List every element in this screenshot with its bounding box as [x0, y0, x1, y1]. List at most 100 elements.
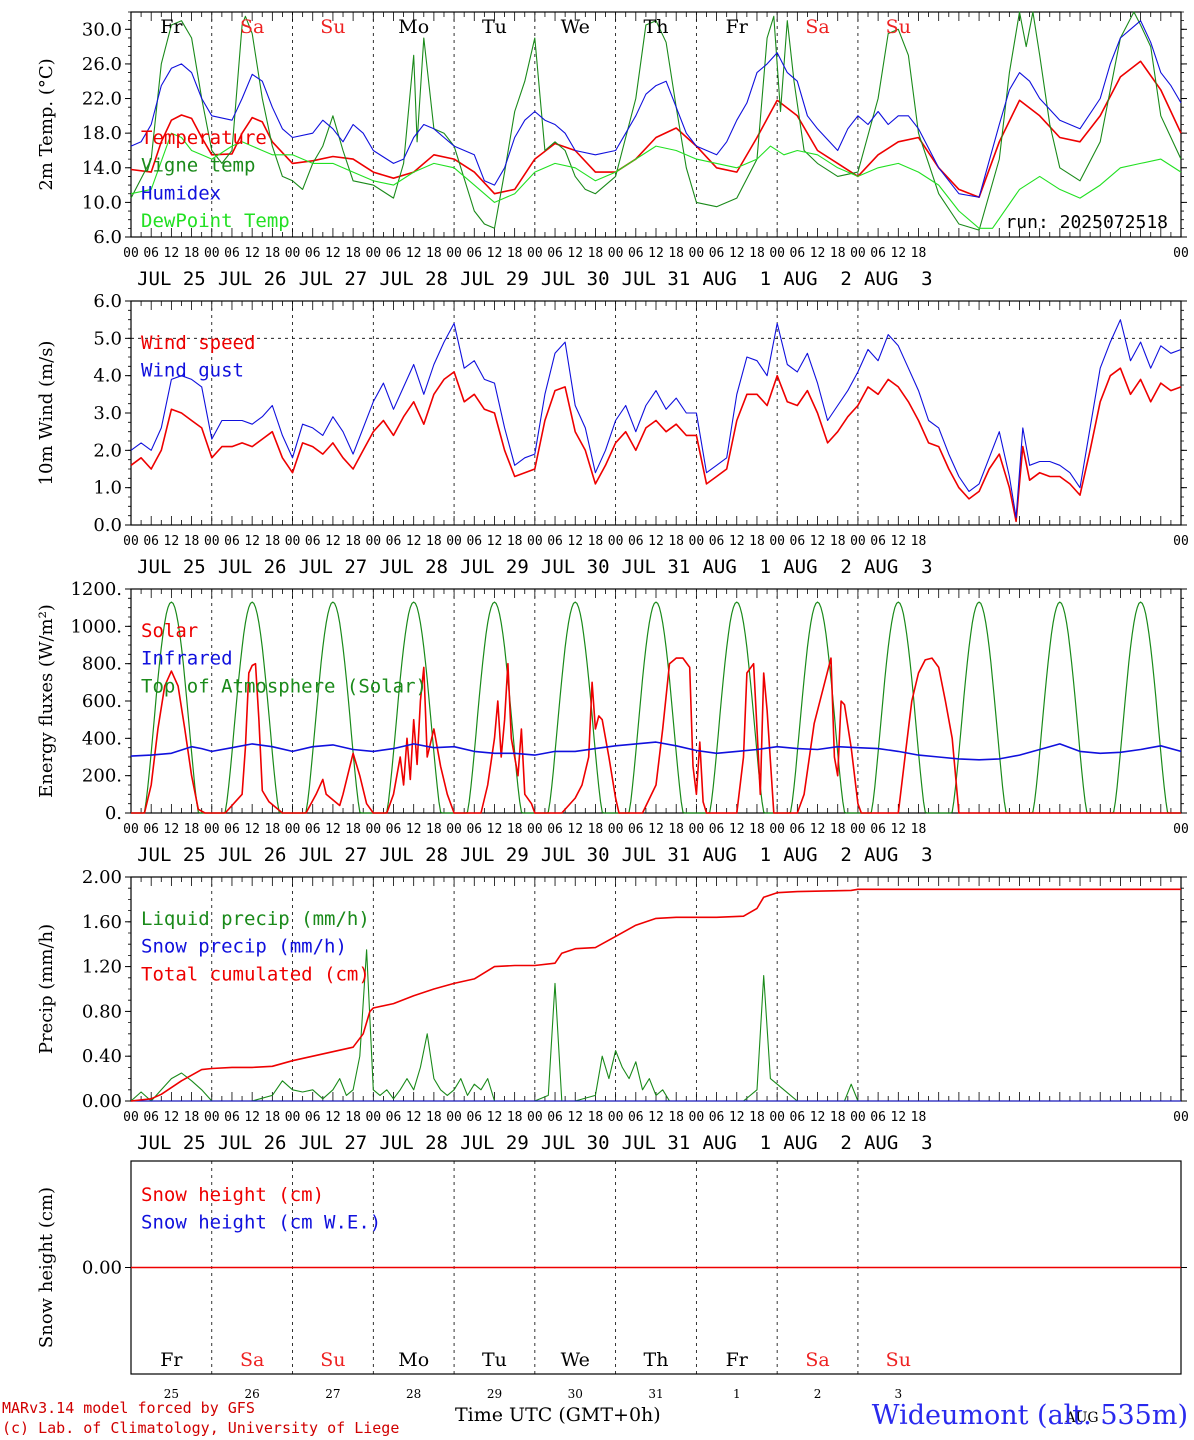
date-label: JUL 29: [460, 1132, 529, 1154]
date-label: AUG 2: [783, 1132, 852, 1154]
hour-tick-label: 00: [204, 822, 220, 837]
hour-tick-label: 06: [547, 822, 563, 837]
date-label: JUL 31: [622, 268, 691, 290]
day-name: Mo: [398, 1349, 429, 1371]
hour-tick-label: 06: [386, 534, 402, 549]
y-tick-label: 1200.: [70, 579, 122, 600]
date-label: JUL 25: [137, 556, 206, 578]
hour-tick-label: 18: [184, 246, 200, 261]
hour-tick-label: 12: [325, 822, 341, 837]
hour-tick-label: 12: [164, 534, 180, 549]
hour-tick-label: 18: [668, 534, 684, 549]
hour-tick-label: 12: [648, 1110, 664, 1125]
hour-tick-label: 12: [890, 822, 906, 837]
series-wind-gust: [130, 319, 1182, 519]
y-tick-label: 14.0: [82, 158, 122, 179]
hour-tick-label: 18: [507, 822, 523, 837]
hour-tick-label: 00: [608, 1110, 624, 1125]
day-number: 29: [487, 1387, 502, 1401]
day-number: 25: [164, 1387, 179, 1401]
hour-tick-label: 18: [911, 534, 927, 549]
hour-tick-label: 12: [810, 534, 826, 549]
hour-tick-label: 18: [345, 246, 361, 261]
day-name: Fr: [726, 16, 749, 38]
y-axis-label: Precip (mm/h): [36, 924, 57, 1054]
date-label: JUL 30: [541, 844, 610, 866]
hour-tick-label: 06: [870, 822, 886, 837]
hour-tick-label: 18: [426, 246, 442, 261]
month-label: AUG: [1064, 1410, 1098, 1426]
legend-entry: Liquid precip (mm/h): [141, 908, 370, 930]
hour-tick-label: 06: [790, 246, 806, 261]
date-label: JUL 25: [137, 1132, 206, 1154]
hour-tick-label: 00: [285, 534, 301, 549]
hour-tick-label: 12: [164, 822, 180, 837]
hour-tick-label: 18: [345, 822, 361, 837]
date-label: AUG 1: [702, 556, 771, 578]
y-tick-label: 2.0: [93, 440, 122, 461]
hour-tick-label: 06: [870, 534, 886, 549]
hour-tick-label: 12: [244, 822, 260, 837]
date-label: JUL 26: [218, 844, 287, 866]
date-label: JUL 27: [299, 1132, 368, 1154]
hour-tick-label: 12: [406, 534, 422, 549]
hour-tick-label: 00: [689, 246, 705, 261]
hour-ticks: [130, 301, 1182, 525]
hour-tick-label: 00: [446, 822, 462, 837]
hour-tick-label: 06: [224, 246, 240, 261]
hour-tick-label: 06: [305, 534, 321, 549]
hour-tick-label: 12: [729, 822, 745, 837]
hour-tick-label: 06: [709, 246, 725, 261]
hour-tick-label: 12: [648, 822, 664, 837]
hour-tick-label: 06: [224, 534, 240, 549]
y-tick-label: 2.00: [82, 867, 122, 888]
panel-frame: [130, 11, 1182, 238]
hour-tick-label: 00: [527, 246, 543, 261]
series-humidex: [130, 20, 1182, 198]
date-label: JUL 31: [622, 556, 691, 578]
hour-tick-label: 00: [1173, 246, 1189, 261]
panel-4: 0.00 0.40 0.80 1.20 1.60 2.00 Precip (mm/h) Liq…: [36, 867, 1189, 1154]
panel-1: 6.0 10.0 14.0 18.0 22.0 26.0 30.0 2m Temp. (°C)…: [36, 11, 1189, 290]
hour-tick-label: 00: [689, 822, 705, 837]
hour-tick-label: 00: [527, 1110, 543, 1125]
hour-tick-label: 06: [709, 1110, 725, 1125]
hour-tick-label: 18: [588, 1110, 604, 1125]
day-number: 26: [245, 1387, 260, 1401]
hour-tick-label: 00: [850, 246, 866, 261]
y-tick-label: 26.0: [82, 54, 122, 75]
hour-tick-label: 06: [466, 1110, 482, 1125]
hour-tick-label: 06: [466, 534, 482, 549]
hour-tick-label: 06: [224, 1110, 240, 1125]
x-axis-labels: 00 06 12 18 JUL 25 00 06 12 18 JUL 26 00 06 12 18 JUL …: [123, 1110, 1189, 1154]
x-axis-labels: 00 06 12 18 JUL 25 00 06 12 18 JUL 26 00 06 12 18 JUL …: [123, 534, 1189, 578]
y-axis-label: Snow height (cm): [36, 1187, 57, 1348]
date-label: AUG 3: [864, 1132, 933, 1154]
series-wind-speed: [130, 367, 1182, 523]
hour-tick-label: 12: [487, 822, 503, 837]
date-label: JUL 27: [299, 844, 368, 866]
legend-entry: Wind speed: [141, 332, 255, 354]
hour-tick-label: 12: [890, 246, 906, 261]
hour-tick-label: 12: [244, 246, 260, 261]
hour-tick-label: 00: [285, 822, 301, 837]
date-label: AUG 3: [864, 556, 933, 578]
hour-tick-label: 18: [749, 246, 765, 261]
hour-tick-label: 00: [1173, 534, 1189, 549]
hour-tick-label: 06: [143, 1110, 159, 1125]
hour-tick-label: 00: [769, 246, 785, 261]
hour-tick-label: 12: [406, 246, 422, 261]
hour-tick-label: 18: [426, 822, 442, 837]
hour-tick-label: 18: [749, 822, 765, 837]
hour-tick-label: 00: [769, 822, 785, 837]
hour-ticks: [130, 12, 1182, 237]
y-tick-label: 0.00: [82, 1258, 122, 1279]
hour-tick-label: 00: [204, 534, 220, 549]
x-axis-labels: 00 06 12 18 JUL 25 00 06 12 18 JUL 26 00 06 12 18 JUL …: [123, 822, 1189, 866]
hour-tick-label: 06: [547, 246, 563, 261]
hour-tick-label: 00: [527, 534, 543, 549]
legend-entry: Top of Atmosphere (Solar): [141, 675, 427, 697]
date-label: JUL 30: [541, 268, 610, 290]
hour-tick-label: 18: [668, 822, 684, 837]
